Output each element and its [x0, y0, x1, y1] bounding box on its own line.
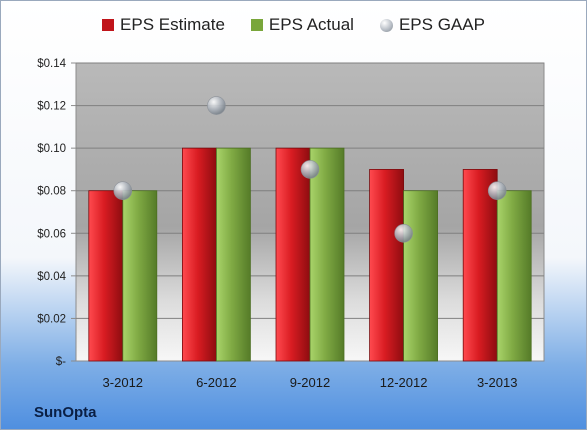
x-tick-label: 3-2013	[477, 375, 517, 390]
bar-eps-estimate-3-2012	[88, 190, 124, 362]
bars	[88, 147, 532, 362]
bar-eps-actual-9-2012	[309, 147, 345, 362]
company-name: SunOpta	[34, 404, 97, 421]
legend-marker-eps-gaap	[379, 18, 393, 32]
point-eps-gaap-12-2012	[394, 223, 413, 243]
y-tick-label: $0.06	[37, 228, 66, 240]
x-tick-label: 6-2012	[196, 375, 236, 390]
point-eps-gaap-9-2012	[300, 160, 320, 179]
x-axis: 3-2012 6-2012 9-2012 12-2012 3-2013	[103, 375, 518, 390]
x-tick-label: 9-2012	[290, 375, 330, 390]
legend: EPS Estimate EPS Actual EPS GAAP	[1, 15, 586, 35]
point-eps-gaap-6-2012	[207, 96, 226, 115]
bar-eps-estimate-3-2013	[462, 169, 498, 362]
y-tick-label: $0.12	[37, 101, 66, 113]
point-eps-gaap-3-2012	[113, 181, 133, 201]
bar-eps-actual-3-2013	[496, 190, 532, 362]
bar-eps-actual-12-2012	[403, 190, 439, 362]
y-tick-label: $0.14	[37, 58, 66, 70]
point-eps-gaap-3-2013	[487, 181, 507, 201]
bar-eps-actual-3-2012	[122, 190, 158, 362]
legend-swatch-eps-actual	[250, 19, 263, 31]
y-axis: $- $0.02 $0.04 $0.06 $0.08 $0.10 $0.12 $0.14	[37, 58, 76, 368]
bar-eps-estimate-9-2012	[275, 147, 311, 362]
bar-eps-actual-6-2012	[215, 147, 251, 362]
legend-label-eps-gaap: EPS GAAP	[398, 15, 485, 34]
legend-item-eps-estimate: EPS Estimate	[102, 15, 225, 35]
gaap-markers	[113, 96, 507, 243]
y-tick-label: $0.10	[37, 143, 66, 155]
bar-eps-estimate-6-2012	[181, 147, 217, 362]
legend-item-eps-actual: EPS Actual	[250, 15, 354, 35]
y-tick-label: $-	[56, 356, 66, 368]
legend-label-eps-estimate: EPS Estimate	[120, 15, 225, 34]
y-tick-label: $0.08	[37, 186, 66, 198]
legend-swatch-eps-estimate	[102, 19, 115, 31]
bar-eps-estimate-12-2012	[369, 169, 405, 362]
legend-label-eps-actual: EPS Actual	[268, 15, 354, 34]
x-tick-label: 12-2012	[380, 375, 428, 390]
y-tick-label: $0.02	[37, 313, 66, 325]
legend-item-eps-gaap: EPS GAAP	[379, 15, 485, 35]
y-tick-label: $0.04	[37, 271, 66, 283]
x-tick-label: 3-2012	[103, 375, 143, 390]
